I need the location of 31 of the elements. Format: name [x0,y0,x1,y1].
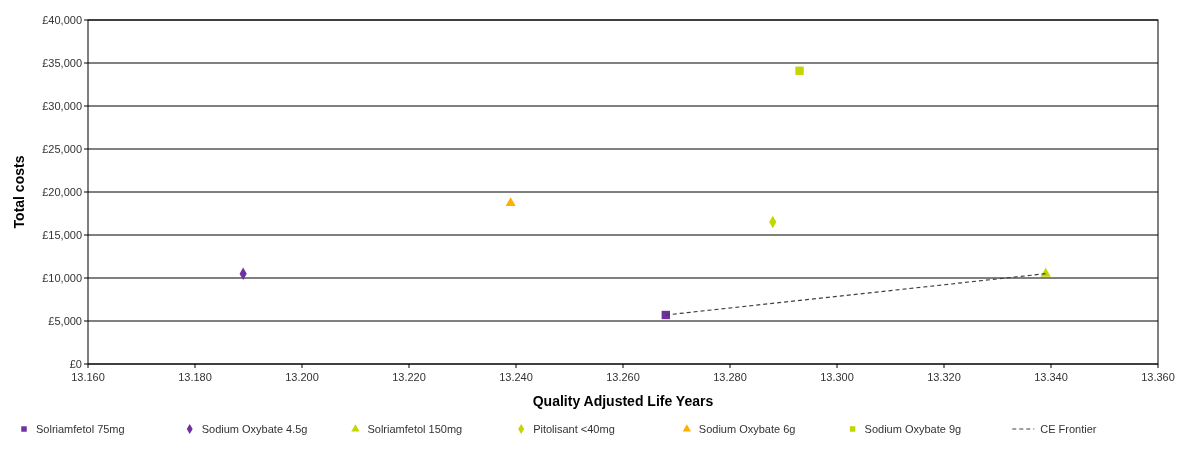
x-tick-label: 13.180 [178,371,212,383]
y-tick-label: £0 [69,358,82,370]
y-tick-label: £5,000 [48,315,82,327]
x-tick-label: 13.160 [71,371,105,383]
x-tick-label: 13.240 [499,371,533,383]
y-tick-label: £20,000 [42,186,82,198]
x-axis-title: Quality Adjusted Life Years [532,393,714,409]
legend-label: Pitolisant <40mg [533,423,615,435]
x-tick-label: 13.200 [285,371,319,383]
x-tick-label: 13.280 [713,371,747,383]
y-tick-label: £25,000 [42,143,82,155]
x-tick-label: 13.300 [820,371,854,383]
point [795,66,804,75]
x-tick-label: 13.320 [927,371,961,383]
y-tick-label: £40,000 [42,14,82,26]
y-tick-label: £30,000 [42,100,82,112]
legend-label: Solriamfetol 75mg [36,423,125,435]
legend-label: CE Frontier [1040,423,1097,435]
legend-label: Sodium Oxybate 6g [698,423,796,435]
y-axis-title: Total costs [11,155,27,229]
y-tick-label: £15,000 [42,229,82,241]
x-tick-label: 13.340 [1034,371,1068,383]
legend-label: Sodium Oxybate 4.5g [201,423,308,435]
y-tick-label: £10,000 [42,272,82,284]
legend-label: Solriamfetol 150mg [367,423,463,435]
y-tick-label: £35,000 [42,57,82,69]
x-tick-label: 13.220 [392,371,426,383]
legend-label: Sodium Oxybate 9g [864,423,962,435]
point [505,197,516,207]
x-tick-label: 13.260 [606,371,640,383]
x-tick-label: 13.360 [1141,371,1175,383]
